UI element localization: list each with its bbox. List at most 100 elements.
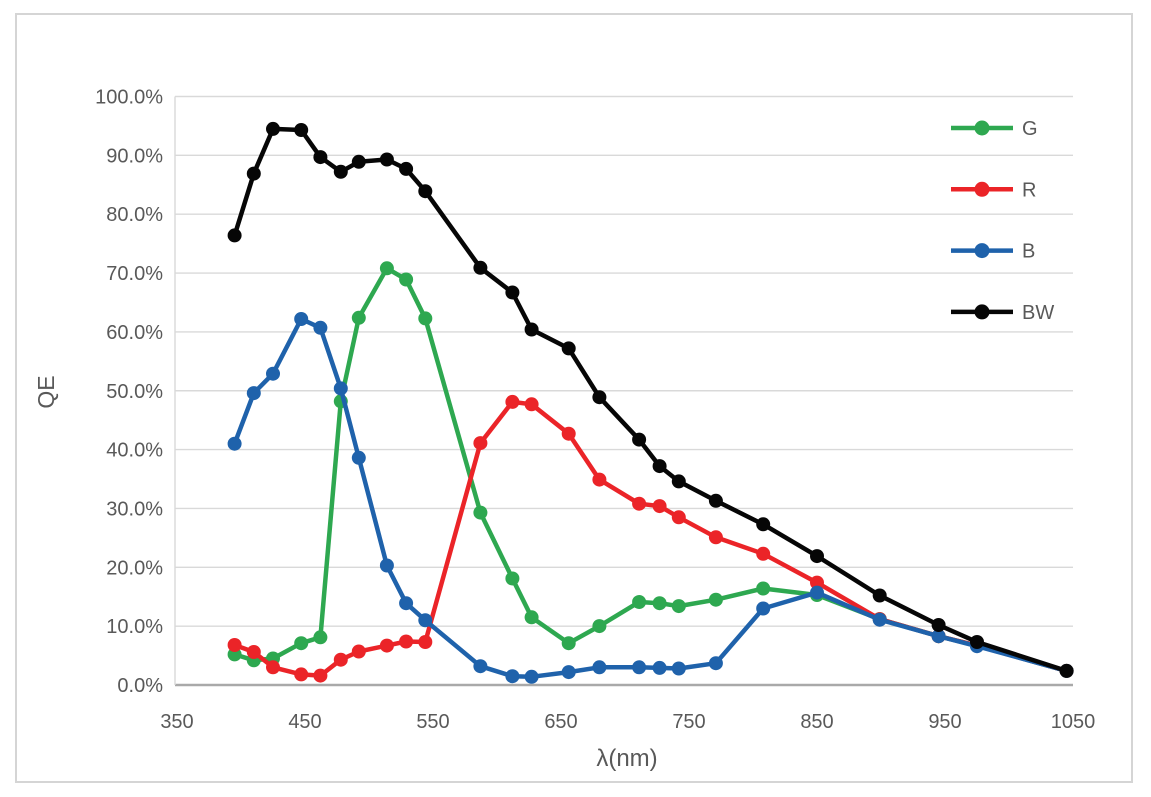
series-marker-bw <box>671 474 686 489</box>
series-marker-r <box>810 575 824 590</box>
y-axis-title: QE <box>33 375 59 409</box>
series-marker-r <box>379 638 394 653</box>
y-tick-label: 50.0% <box>106 381 163 403</box>
series-marker-g <box>313 630 328 645</box>
series-marker-b <box>473 659 488 674</box>
series-marker-b <box>592 660 607 675</box>
x-tick-label: 650 <box>544 711 577 733</box>
x-tick-label: 750 <box>672 711 705 733</box>
series-marker-g <box>294 636 309 651</box>
y-tick-label: 100.0% <box>95 87 163 109</box>
series-marker-bw <box>931 618 946 632</box>
legend-label-r[interactable]: R <box>1022 179 1036 201</box>
legend-swatch-marker-b <box>974 243 990 259</box>
series-marker-b <box>931 629 946 644</box>
series-line-g <box>232 266 1069 674</box>
series-marker-r <box>246 645 261 659</box>
series-marker-g <box>671 599 686 614</box>
series-marker-bw <box>294 123 309 137</box>
series-marker-r <box>333 652 348 667</box>
y-tick-label: 40.0% <box>106 440 163 462</box>
series-marker-r <box>227 638 242 652</box>
series-marker-r <box>505 394 520 409</box>
series-marker-bw <box>872 588 887 603</box>
series-marker-b <box>227 436 242 451</box>
series-marker-bw <box>1059 663 1074 678</box>
series-marker-g <box>505 571 520 586</box>
legend-swatch-marker-g <box>974 120 990 136</box>
series-marker-bw <box>708 493 723 508</box>
series-marker-bw <box>524 322 539 337</box>
series-line-bw <box>232 126 1069 674</box>
series-marker-b <box>708 656 723 671</box>
series-marker-b <box>652 660 667 675</box>
series-marker-g <box>756 581 771 596</box>
series-marker-b <box>524 669 539 684</box>
series-marker-r <box>399 634 414 649</box>
series-marker-r <box>756 546 771 561</box>
x-tick-label: 1050 <box>1051 711 1096 733</box>
series-marker-b <box>632 660 647 675</box>
x-tick-label: 850 <box>800 711 833 733</box>
series-marker-bw <box>333 164 348 179</box>
series-marker-bw <box>810 549 824 564</box>
series-marker-r <box>266 660 280 675</box>
series-marker-g <box>399 272 414 287</box>
series-marker-bw <box>756 517 771 532</box>
x-tick-label: 950 <box>928 711 961 733</box>
chart-border-frame <box>15 13 1133 783</box>
series-marker-r <box>652 499 667 514</box>
y-tick-label: 90.0% <box>106 145 163 167</box>
y-tick-label: 10.0% <box>106 616 163 638</box>
series-marker-g <box>632 595 647 609</box>
series-marker-g <box>652 596 667 611</box>
series-marker-bw <box>418 184 433 199</box>
y-tick-label: 70.0% <box>106 263 163 285</box>
series-marker-r <box>708 530 723 545</box>
series-marker-r <box>592 472 607 487</box>
series-marker-b <box>872 612 887 627</box>
series-marker-b <box>313 320 328 335</box>
series-marker-bw <box>632 432 647 447</box>
series-marker-b <box>756 601 771 616</box>
legend-swatch-marker-bw <box>974 304 990 320</box>
series-marker-bw <box>505 285 520 300</box>
x-tick-label: 350 <box>160 711 193 733</box>
legend-label-b[interactable]: B <box>1022 241 1035 263</box>
series-marker-b <box>399 596 414 611</box>
series-marker-r <box>671 510 686 525</box>
series-marker-b <box>266 366 280 381</box>
legend-label-g[interactable]: G <box>1022 118 1038 140</box>
series-marker-r <box>294 667 309 682</box>
series-marker-b <box>351 450 366 465</box>
series-marker-b <box>379 558 394 573</box>
y-tick-label: 80.0% <box>106 204 163 226</box>
series-marker-g <box>592 619 607 634</box>
series-marker-bw <box>351 154 366 169</box>
x-tick-label: 450 <box>288 711 321 733</box>
series-marker-r <box>524 397 539 412</box>
y-tick-label: 20.0% <box>106 557 163 579</box>
series-marker-g <box>708 592 723 607</box>
series-marker-b <box>294 312 309 326</box>
series-marker-bw <box>652 459 667 474</box>
y-tick-label: 0.0% <box>117 675 163 697</box>
x-axis-title: λ(nm) <box>596 745 658 772</box>
series-marker-bw <box>266 121 280 136</box>
series-marker-g <box>561 636 576 651</box>
series-marker-b <box>246 386 261 401</box>
series-marker-r <box>561 426 576 441</box>
series-marker-b <box>561 665 576 680</box>
series-marker-bw <box>313 150 328 165</box>
series-marker-g <box>351 310 366 325</box>
series-marker-bw <box>227 228 242 243</box>
series-marker-g <box>473 505 488 520</box>
series-marker-r <box>632 496 647 511</box>
series-marker-b <box>505 669 520 684</box>
y-tick-label: 30.0% <box>106 498 163 520</box>
series-marker-bw <box>473 260 488 275</box>
series-marker-b <box>671 661 686 676</box>
legend-label-bw[interactable]: BW <box>1022 302 1054 324</box>
